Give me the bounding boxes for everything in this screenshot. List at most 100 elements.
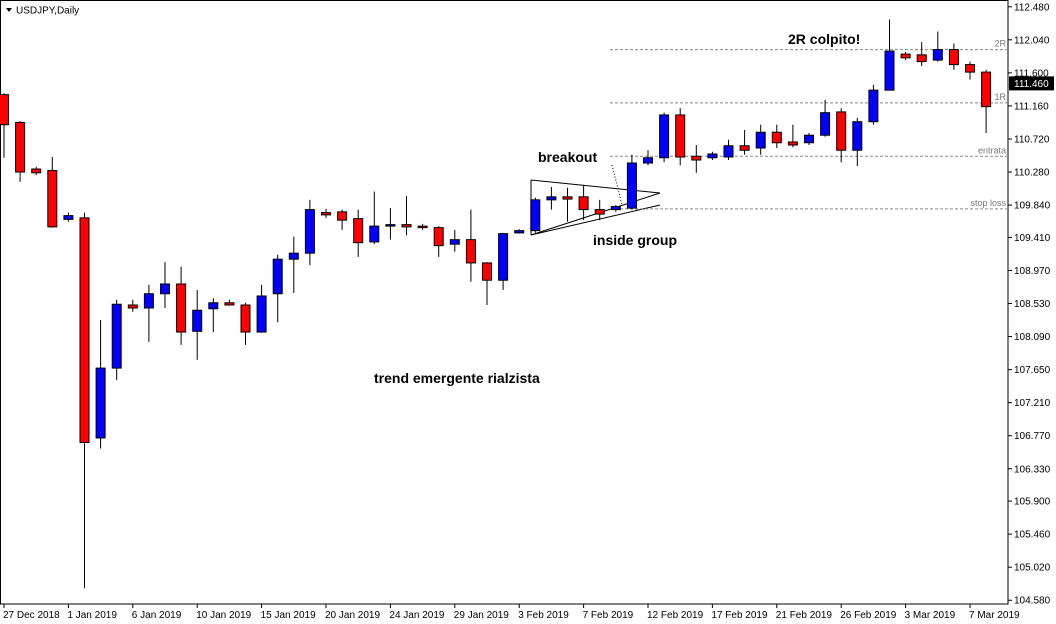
x-tick-label: 7 Mar 2019 xyxy=(969,610,1020,621)
candle-body xyxy=(0,94,9,126)
level-label: entrata xyxy=(978,145,1006,155)
y-tick-label: 108.530 xyxy=(1014,299,1051,310)
candle-body xyxy=(288,252,299,260)
candle-body xyxy=(304,209,315,254)
candle-body xyxy=(272,258,283,295)
x-tick-label: 20 Jan 2019 xyxy=(325,610,380,621)
candle-body xyxy=(530,199,541,232)
candle-body xyxy=(868,89,879,123)
x-tick-label: 7 Feb 2019 xyxy=(583,610,634,621)
candle-body xyxy=(95,367,106,439)
y-tick-label: 109.840 xyxy=(1014,201,1051,212)
candle-body xyxy=(385,224,396,227)
y-tick-label: 112.040 xyxy=(1014,35,1050,46)
candle-body xyxy=(610,206,621,211)
x-tick-label: 21 Feb 2019 xyxy=(776,610,833,621)
x-tick-label: 10 Jan 2019 xyxy=(196,610,251,621)
level-label: 1R xyxy=(994,92,1006,102)
candle-body xyxy=(192,309,203,332)
candle-body xyxy=(15,121,26,173)
candle-body xyxy=(433,227,444,247)
x-tick-label: 26 Feb 2019 xyxy=(840,610,897,621)
candle-body xyxy=(723,145,734,158)
candle-body xyxy=(707,153,718,159)
menu-arrow xyxy=(6,8,12,12)
candle-body xyxy=(143,293,154,309)
y-tick-label: 111.160 xyxy=(1014,101,1049,112)
y-tick-label: 108.090 xyxy=(1014,332,1051,343)
y-tick-label: 105.020 xyxy=(1014,563,1051,574)
y-tick-label: 106.770 xyxy=(1014,431,1051,442)
candle-body xyxy=(626,162,637,209)
candle-body xyxy=(675,114,686,158)
candle-body xyxy=(659,114,670,159)
y-tick-label: 105.900 xyxy=(1014,497,1051,508)
candle-body xyxy=(820,112,831,136)
candle-body xyxy=(932,49,943,61)
candle-body xyxy=(449,239,460,245)
x-tick-label: 12 Feb 2019 xyxy=(647,610,704,621)
y-tick-label: 111.600 xyxy=(1014,68,1049,79)
annotation: breakout xyxy=(538,149,597,165)
x-tick-label: 27 Dec 2018 xyxy=(3,610,60,621)
candle-body xyxy=(739,145,750,151)
y-tick-label: 104.580 xyxy=(1014,596,1051,607)
candle-body xyxy=(981,71,992,108)
candle-body xyxy=(417,225,428,229)
annotation: trend emergente rialzista xyxy=(374,370,540,386)
x-tick-label: 17 Feb 2019 xyxy=(711,610,768,621)
candle-body xyxy=(401,224,412,228)
candle-body xyxy=(900,53,911,59)
candle-body xyxy=(916,54,927,63)
level-label: 2R xyxy=(994,39,1006,49)
candle-body xyxy=(176,283,187,333)
candle-body xyxy=(127,304,138,309)
annotation: inside group xyxy=(593,232,677,248)
y-tick-label: 107.210 xyxy=(1014,398,1051,409)
candle-body xyxy=(691,155,702,161)
candle-body xyxy=(562,196,573,200)
plot-frame xyxy=(0,0,1009,605)
y-tick-label: 109.410 xyxy=(1014,233,1051,244)
price-tag-label: 111.460 xyxy=(1014,79,1049,90)
annotation: 2R colpito! xyxy=(788,31,860,47)
level-label: stop loss xyxy=(970,198,1006,208)
candle-body xyxy=(111,303,122,369)
y-tick-label: 110.280 xyxy=(1014,168,1050,179)
candle-body xyxy=(965,64,975,73)
x-tick-label: 3 Mar 2019 xyxy=(905,610,956,621)
breakout-pointer xyxy=(611,164,623,206)
chart-title: USDJPY,Daily xyxy=(16,6,79,17)
candle-body xyxy=(852,121,863,151)
candle-body xyxy=(948,49,959,66)
candle-body xyxy=(482,262,492,281)
candle-body xyxy=(884,50,895,91)
x-tick-label: 15 Jan 2019 xyxy=(261,610,316,621)
price-tag xyxy=(1009,76,1054,91)
candle-body xyxy=(804,134,814,144)
candle-body xyxy=(321,212,331,216)
candle-body xyxy=(465,239,476,264)
candle-body xyxy=(160,283,170,295)
candle-body xyxy=(337,211,348,221)
candle-body xyxy=(353,218,364,244)
candle-body xyxy=(240,304,251,333)
x-tick-label: 29 Jan 2019 xyxy=(454,610,509,621)
x-tick-label: 3 Feb 2019 xyxy=(518,610,569,621)
x-tick-label: 24 Jan 2019 xyxy=(389,610,444,621)
candle-body xyxy=(836,111,847,151)
candle-body xyxy=(256,295,267,333)
x-tick-label: 1 Jan 2019 xyxy=(67,610,117,621)
candle-body xyxy=(369,225,380,243)
y-tick-label: 112.480 xyxy=(1014,2,1050,13)
candle-body xyxy=(224,302,235,306)
candle-body xyxy=(514,230,525,234)
candle-body xyxy=(498,233,509,281)
candle-body xyxy=(771,131,782,144)
candle-body xyxy=(47,170,58,228)
y-tick-label: 106.330 xyxy=(1014,464,1051,475)
candle-body xyxy=(578,196,589,211)
candle-body xyxy=(31,168,42,174)
